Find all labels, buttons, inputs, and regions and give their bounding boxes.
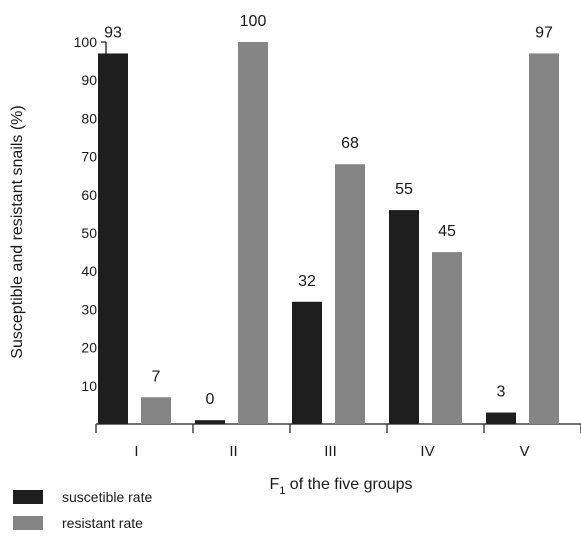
legend-label-resistant: resistant rate — [62, 515, 143, 531]
bar-resistant-III — [335, 164, 365, 425]
legend-swatch-resistant — [13, 516, 43, 530]
data-label-resistant-II: 100 — [240, 13, 267, 30]
bars — [98, 42, 559, 425]
data-label-resistant-III: 68 — [341, 135, 359, 152]
data-label-susceptible-II: 0 — [206, 391, 215, 408]
x-axis-title: F1 of the five groups — [269, 476, 412, 497]
x-tick-label-I: I — [134, 443, 138, 460]
y-tick-label-70: 70 — [81, 149, 97, 165]
x-axis-title-rest: of the five groups — [285, 476, 412, 493]
y-tick-label-10: 10 — [81, 378, 97, 394]
x-tick-label-IV: IV — [420, 443, 434, 460]
x-axis-title-main: F — [269, 476, 279, 493]
y-tick-label-80: 80 — [81, 110, 97, 126]
bar-resistant-V — [529, 53, 559, 425]
x-tick-label-II: II — [229, 443, 237, 460]
y-tick-label-40: 40 — [81, 263, 97, 279]
y-tick-label-30: 30 — [81, 301, 97, 317]
data-label-susceptible-III: 32 — [298, 273, 316, 290]
bar-resistant-II — [238, 42, 268, 424]
bar-resistant-IV — [432, 252, 462, 424]
data-label-susceptible-I: 93 — [104, 24, 122, 41]
y-tick-label-50: 50 — [81, 225, 97, 241]
data-label-resistant-I: 7 — [152, 368, 161, 385]
data-label-resistant-V: 97 — [535, 24, 553, 41]
x-tick-label-III: III — [324, 443, 337, 460]
x-axis-title-subscript: 1 — [279, 485, 285, 497]
bar-resistant-I — [141, 397, 171, 424]
bar-susceptible-II — [195, 420, 225, 424]
y-axis-title: Susceptible and resistant snails (%) — [9, 105, 26, 358]
bar-susceptible-I — [98, 53, 128, 425]
legend: suscetible rate resistant rate — [13, 489, 152, 531]
x-tick-label-V: V — [519, 443, 529, 460]
y-tick-label-60: 60 — [81, 187, 97, 203]
y-tick-label-90: 90 — [81, 72, 97, 88]
y-tick-label-20: 20 — [81, 340, 97, 356]
bar-susceptible-III — [292, 301, 322, 424]
data-labels: 93 7 0 100 32 68 55 45 3 97 — [104, 13, 553, 408]
data-label-susceptible-IV: 55 — [395, 181, 413, 198]
data-label-susceptible-V: 3 — [497, 384, 506, 401]
data-label-resistant-IV: 45 — [438, 223, 456, 240]
x-axis: I II III IV V — [95, 423, 581, 460]
legend-label-susceptible: suscetible rate — [62, 489, 152, 505]
bar-susceptible-IV — [389, 210, 419, 424]
y-tick-label-100: 100 — [74, 34, 98, 50]
bar-susceptible-V — [486, 412, 516, 424]
legend-swatch-susceptible — [13, 490, 43, 504]
